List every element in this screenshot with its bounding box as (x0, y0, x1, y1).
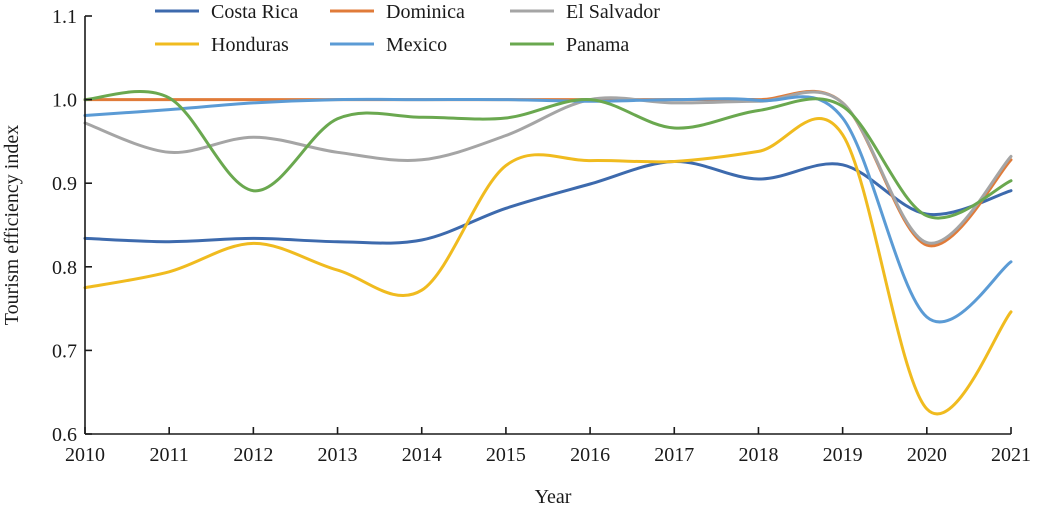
y-tick-label: 0.6 (52, 424, 77, 446)
x-tick-label: 2015 (486, 444, 526, 466)
x-tick-label: 2011 (150, 444, 189, 466)
legend-item-costa-rica: Costa Rica (155, 1, 298, 23)
y-tick-label: 0.8 (52, 257, 77, 279)
legend-label: Dominica (386, 1, 465, 23)
legend-item-mexico: Mexico (330, 34, 447, 56)
x-tick-label: 2014 (402, 444, 442, 466)
series-line-panama (83, 90, 1013, 220)
x-tick-label: 2021 (991, 444, 1031, 466)
legend-label: Honduras (211, 34, 289, 56)
y-tick-label: 1.0 (52, 90, 77, 112)
x-axis-title: Year (535, 486, 572, 508)
x-tick-label: 2019 (823, 444, 863, 466)
x-tick-label: 2012 (233, 444, 273, 466)
legend-item-panama: Panama (510, 34, 629, 56)
legend-label: El Salvador (566, 1, 660, 23)
legend-item-dominica: Dominica (330, 1, 465, 23)
series-layer (83, 89, 1013, 416)
legend-item-honduras: Honduras (155, 34, 289, 56)
x-tick-label: 2010 (65, 444, 105, 466)
x-tick-label: 2017 (654, 444, 694, 466)
series-line-mexico (83, 95, 1013, 324)
x-tick-label: 2013 (318, 444, 358, 466)
legend-label: Panama (566, 34, 629, 56)
series-line-costa-rica (83, 159, 1013, 245)
series-line-el-salvador (83, 90, 1013, 245)
y-tick-label: 1.1 (52, 6, 77, 28)
axes (84, 16, 1011, 435)
y-tick-label: 0.9 (52, 173, 77, 195)
y-ticks: 0.6 0.7 0.8 0.9 1.0 1.1 (52, 6, 92, 446)
x-ticks: 2010 2011 2012 2013 2014 2015 2016 2017 2018 2019… (65, 427, 1031, 466)
legend-label: Costa Rica (211, 1, 298, 23)
y-tick-label: 0.7 (52, 340, 77, 362)
x-tick-label: 2016 (570, 444, 610, 466)
legend-label: Mexico (386, 34, 447, 56)
legend: Costa Rica Dominica El Salvador Honduras Mex… (155, 1, 660, 56)
x-tick-label: 2020 (907, 444, 947, 466)
legend-item-el-salvador: El Salvador (510, 1, 660, 23)
x-tick-label: 2018 (738, 444, 778, 466)
y-axis-title: Tourism efficiency index (1, 125, 23, 325)
series-line-honduras (83, 117, 1013, 416)
